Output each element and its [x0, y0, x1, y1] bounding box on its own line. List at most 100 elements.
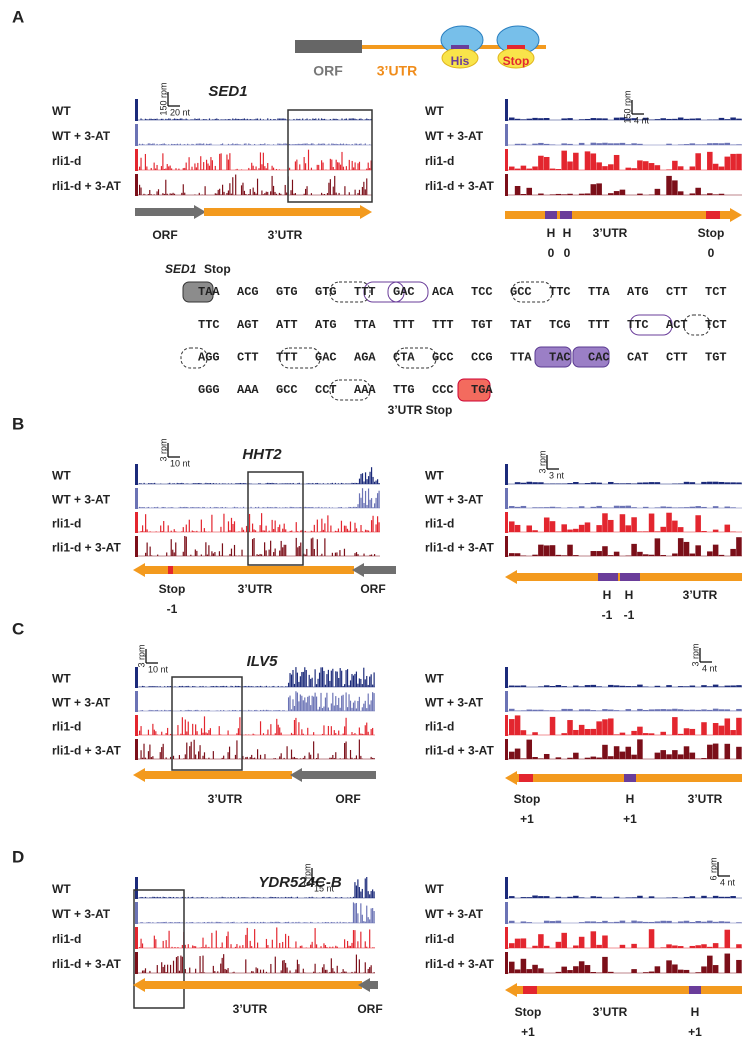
right-annotation: +1 [520, 812, 534, 826]
track-bar [341, 972, 343, 973]
track-bar [724, 743, 731, 759]
track-bar [543, 507, 550, 508]
track-bar [348, 694, 350, 711]
track-bar [153, 729, 155, 735]
track-bar [227, 931, 229, 948]
track-bar [188, 157, 190, 170]
track-bar [619, 944, 626, 948]
track-bar [354, 143, 356, 145]
track-bar [178, 970, 181, 973]
track-bar [631, 507, 637, 508]
track-bar [141, 943, 144, 948]
track-bar [234, 754, 237, 759]
track-bar [265, 685, 268, 687]
track-bar [259, 143, 262, 145]
track-bar [209, 506, 211, 508]
track-bar [245, 119, 247, 120]
track-bar [364, 490, 367, 508]
codon: ATG [315, 318, 337, 332]
track-bar [543, 517, 550, 532]
track-bar [181, 507, 183, 508]
track-bar [236, 685, 238, 687]
track-bar [287, 682, 290, 687]
track-bar [376, 516, 379, 532]
track-bar [509, 553, 515, 556]
track-bar [175, 897, 178, 898]
right-annotation: 3’UTR [593, 226, 628, 240]
track-bar [331, 507, 334, 508]
track-bar [514, 482, 521, 484]
track-bar [363, 144, 365, 145]
track-bar [353, 118, 355, 120]
track-bar [232, 143, 234, 145]
track-bar [328, 182, 330, 195]
track-bar [139, 166, 141, 170]
track-bar [299, 118, 301, 120]
track-bar [654, 966, 661, 973]
track-bar [336, 552, 338, 556]
track-bar [602, 546, 608, 556]
track-bar [227, 897, 229, 898]
track-bar [695, 921, 701, 923]
track-bar [282, 710, 284, 711]
track-bar [590, 756, 597, 759]
track-bar [333, 971, 335, 973]
track-bar [642, 733, 649, 735]
panel-letter: B [12, 414, 24, 433]
scale-label: 4 nt [634, 115, 650, 125]
track-bar [239, 119, 241, 120]
track-bar [215, 507, 218, 508]
track-bar [361, 119, 363, 120]
track-bar [336, 531, 338, 532]
codon-mark [560, 211, 572, 219]
track-bar [321, 897, 324, 898]
track-bar [625, 483, 632, 484]
track-bar [654, 921, 661, 923]
track-bar [256, 554, 258, 556]
track-bar [538, 118, 544, 120]
stop-outline [329, 281, 371, 303]
track-bar [520, 958, 527, 973]
track-bar [271, 482, 273, 484]
track-bar [689, 553, 696, 556]
track-bar [190, 922, 192, 923]
track-axis [135, 174, 138, 196]
track-bar [305, 922, 307, 923]
track-bar [245, 757, 247, 759]
track-bar [161, 506, 163, 508]
stop-outline [395, 347, 437, 369]
arrow-head [133, 563, 145, 577]
track-bar [631, 730, 637, 735]
track-bar [352, 675, 355, 687]
track-bar [317, 922, 319, 923]
track-bar [317, 678, 319, 687]
track-bar [203, 710, 206, 711]
track-bar [200, 554, 202, 556]
track-bar [181, 717, 183, 735]
track-bar [509, 521, 515, 532]
track-axis [505, 902, 508, 924]
track-bar [312, 531, 314, 532]
codon: TAA [198, 285, 220, 299]
track-bar [514, 969, 521, 973]
track-bar [160, 525, 162, 532]
track-bar [567, 757, 573, 759]
track-bar [270, 507, 272, 508]
track-bar [200, 483, 202, 484]
track-bar [254, 530, 257, 532]
track-bar [175, 168, 177, 170]
codon: AAA [354, 383, 376, 397]
track-bar [701, 758, 707, 759]
track-bar [249, 686, 251, 687]
track-bar [280, 118, 282, 120]
track-bar [369, 144, 371, 145]
track-bar [274, 956, 276, 973]
track-bar [520, 921, 527, 923]
track-bar [208, 946, 210, 948]
track-bar [229, 183, 231, 195]
track-bar [193, 507, 195, 508]
track-bar [578, 709, 585, 711]
track-bar [619, 142, 626, 145]
track-bar [208, 483, 210, 484]
track-bar [272, 119, 275, 120]
